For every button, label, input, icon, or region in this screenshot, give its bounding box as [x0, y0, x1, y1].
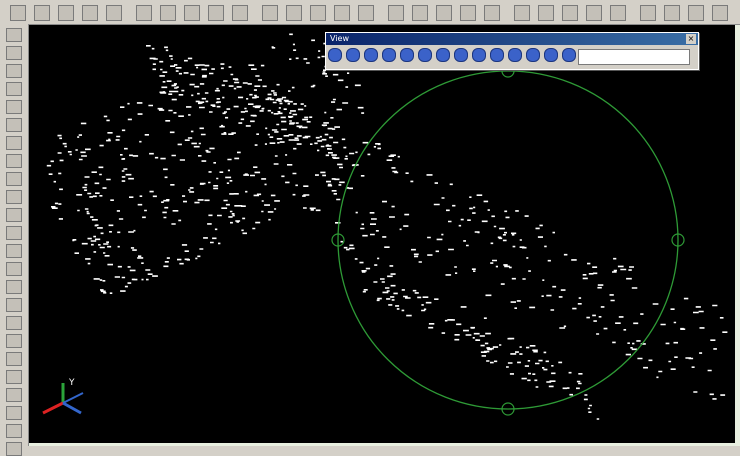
tool-button[interactable] [610, 5, 626, 21]
tool-button[interactable] [586, 5, 602, 21]
tool-button[interactable] [562, 5, 578, 21]
ucs-icon: Y [42, 378, 84, 415]
tool-button[interactable] [508, 48, 522, 62]
tool-button[interactable] [6, 316, 22, 330]
close-button[interactable]: × [686, 34, 696, 44]
tool-button[interactable] [544, 48, 558, 62]
tool-button[interactable] [484, 5, 500, 21]
tool-button[interactable] [286, 5, 302, 21]
tool-button[interactable] [526, 48, 540, 62]
tool-button[interactable] [562, 48, 576, 62]
tool-button[interactable] [460, 5, 476, 21]
tool-button[interactable] [10, 5, 26, 21]
tool-button[interactable] [208, 5, 224, 21]
tool-button[interactable] [6, 64, 22, 78]
tool-button[interactable] [6, 442, 22, 456]
tool-button[interactable] [6, 190, 22, 204]
tool-button[interactable] [6, 82, 22, 96]
tool-button[interactable] [400, 48, 414, 62]
tool-button[interactable] [262, 5, 278, 21]
drawing-area[interactable]: Y [29, 25, 735, 443]
tool-button[interactable] [6, 118, 22, 132]
tool-button[interactable] [514, 5, 530, 21]
tool-button[interactable] [6, 424, 22, 438]
tool-button[interactable] [6, 136, 22, 150]
tool-button[interactable] [334, 5, 350, 21]
tool-button[interactable] [6, 208, 22, 222]
ucs-label: Y [68, 378, 75, 388]
tool-button[interactable] [346, 48, 360, 62]
tool-button[interactable] [382, 48, 396, 62]
tool-button[interactable] [232, 5, 248, 21]
tool-button[interactable] [6, 334, 22, 348]
tool-button[interactable] [712, 5, 728, 21]
tool-button[interactable] [358, 5, 374, 21]
view-combo[interactable] [578, 49, 690, 65]
tool-button[interactable] [436, 48, 450, 62]
top-toolbar [0, 0, 740, 46]
tool-button[interactable] [538, 5, 554, 21]
toolbar-buttons [326, 45, 698, 69]
tool-button[interactable] [6, 262, 22, 276]
tool-button[interactable] [412, 5, 428, 21]
tool-button[interactable] [34, 5, 50, 21]
tool-button[interactable] [310, 5, 326, 21]
tool-button[interactable] [472, 48, 486, 62]
tool-button[interactable] [6, 388, 22, 402]
tool-button[interactable] [664, 5, 680, 21]
tool-button[interactable] [82, 5, 98, 21]
tool-button[interactable] [6, 100, 22, 114]
tool-button[interactable] [6, 172, 22, 186]
tool-button[interactable] [6, 352, 22, 366]
tool-button[interactable] [640, 5, 656, 21]
tool-button[interactable] [6, 46, 22, 60]
tool-button[interactable] [454, 48, 468, 62]
tool-button[interactable] [6, 406, 22, 420]
tool-button[interactable] [688, 5, 704, 21]
tool-button[interactable] [136, 5, 152, 21]
toolbar-title: View [326, 33, 698, 45]
draw-toolbar [0, 24, 29, 456]
tool-button[interactable] [184, 5, 200, 21]
tool-button[interactable] [106, 5, 122, 21]
tool-button[interactable] [6, 244, 22, 258]
tool-button[interactable] [418, 48, 432, 62]
tool-button[interactable] [6, 226, 22, 240]
tool-button[interactable] [328, 48, 342, 62]
tool-button[interactable] [6, 298, 22, 312]
tool-button[interactable] [388, 5, 404, 21]
tool-button[interactable] [6, 370, 22, 384]
tool-button[interactable] [58, 5, 74, 21]
floating-toolbar[interactable]: View × [325, 32, 699, 70]
cad-geometry [46, 33, 728, 420]
tool-button[interactable] [436, 5, 452, 21]
selected-circle[interactable] [337, 70, 679, 410]
tool-button[interactable] [6, 28, 22, 42]
tool-button[interactable] [160, 5, 176, 21]
tool-button[interactable] [364, 48, 378, 62]
tool-button[interactable] [490, 48, 504, 62]
tool-button[interactable] [6, 154, 22, 168]
tool-button[interactable] [6, 280, 22, 294]
